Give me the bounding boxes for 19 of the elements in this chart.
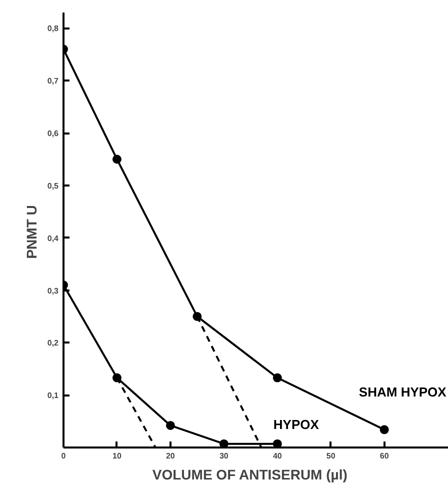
y-tick-label: 0,6 <box>47 129 60 138</box>
x-tick-label: 40 <box>272 452 282 460</box>
y-tick-label: 0,8 <box>47 24 60 34</box>
y-tick-label: 0,4 <box>47 234 60 243</box>
x-tick-label: 20 <box>166 452 176 460</box>
series-label: SHAM HYPOX <box>358 384 447 400</box>
x-tick-label: 0 <box>61 452 66 460</box>
y-tick-label: 0,7 <box>47 76 60 86</box>
y-tick-label: 0,2 <box>47 338 60 348</box>
y-tick-label: 0,5 <box>47 181 60 190</box>
x-axis-title: VOLUME OF ANTISERUM (µl) <box>152 466 348 482</box>
x-tick-label: 10 <box>112 452 122 460</box>
series-label: HYPOX <box>273 416 320 432</box>
x-tick-label: 30 <box>219 452 229 460</box>
y-tick-label: 0,1 <box>47 391 60 400</box>
y-axis-title: PNMT U <box>23 205 40 259</box>
x-tick-label: 60 <box>380 452 390 460</box>
x-tick-label: 50 <box>326 452 336 460</box>
y-tick-label: 0,3 <box>47 286 60 296</box>
